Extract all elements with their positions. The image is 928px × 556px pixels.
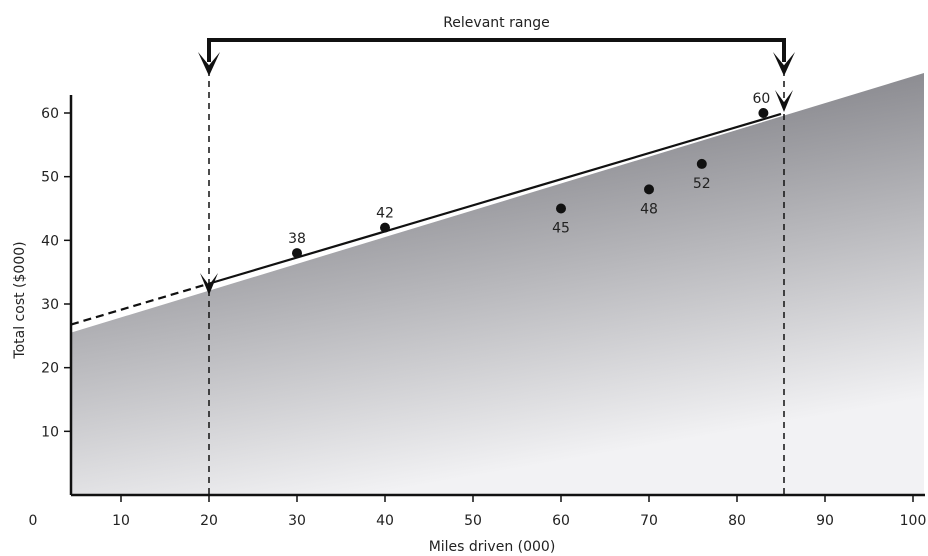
data-point-label: 52: [693, 176, 711, 192]
data-point-label: 42: [376, 206, 394, 222]
relevant-range-arrow-right: [773, 52, 795, 76]
data-point: [380, 222, 390, 233]
data-point-label: 38: [288, 231, 306, 247]
x-tick-label: 80: [728, 513, 746, 529]
relevant-range-arrow-left: [198, 52, 220, 76]
x-tick-label: 90: [816, 513, 834, 529]
y-tick-label: 40: [41, 233, 59, 249]
line-arrow-right: [775, 90, 793, 112]
x-tick-label: 100: [900, 513, 927, 529]
x-tick-label: 30: [288, 513, 306, 529]
data-point-label: 45: [552, 221, 570, 237]
x-tick-label: 60: [552, 513, 570, 529]
data-point-label: 48: [640, 201, 658, 217]
relevant-range-label: Relevant range: [443, 15, 550, 31]
y-axis-ticks: 10 20 30 40 50 60: [41, 106, 71, 440]
x-axis-title: Miles driven (000): [429, 539, 556, 555]
y-axis-title: Total cost ($000): [12, 241, 28, 359]
x-tick-label: 40: [376, 513, 394, 529]
x-tick-label: 50: [464, 513, 482, 529]
data-points: 38 42 45 48 52 60: [288, 91, 770, 259]
y-tick-label: 20: [41, 361, 59, 377]
x-tick-label: 10: [112, 513, 130, 529]
data-point: [292, 248, 302, 259]
data-point: [556, 203, 566, 214]
y-tick-label: 50: [41, 170, 59, 186]
x-axis-ticks: 0 10 20 30 40 50 60 70 80 90 100: [29, 495, 927, 529]
cost-line: [208, 112, 782, 285]
y-tick-label: 10: [41, 424, 59, 440]
relevant-range-bracket: [207, 38, 786, 62]
x-tick-label: 20: [200, 513, 218, 529]
data-point: [758, 108, 769, 118]
data-point-label: 60: [752, 91, 770, 107]
y-tick-label: 30: [41, 297, 59, 313]
y-tick-label: 60: [41, 106, 59, 122]
cost-shaded-area: [71, 73, 924, 495]
cost-line-dashed-segment: [70, 282, 210, 326]
x-tick-label: 0: [29, 513, 38, 529]
x-tick-label: 70: [640, 513, 658, 529]
data-point: [644, 184, 654, 195]
line-arrow-left: [200, 273, 218, 295]
data-point: [696, 158, 707, 169]
